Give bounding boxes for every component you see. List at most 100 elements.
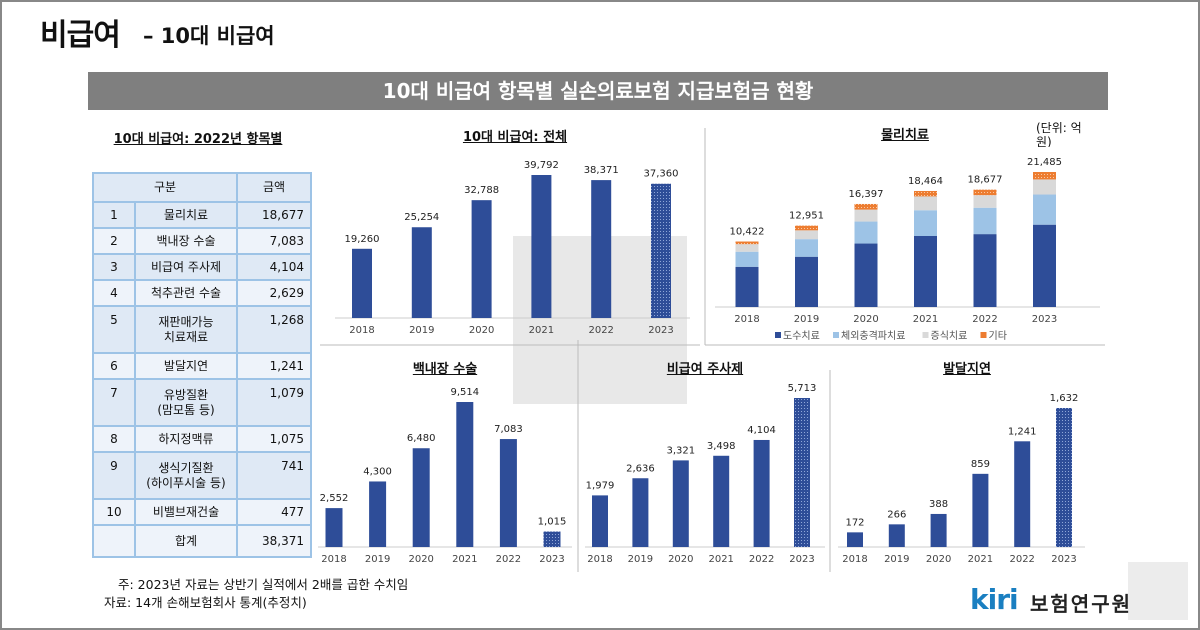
table-row: 1 물리치료 18,677 bbox=[92, 201, 312, 229]
kiri-logo: kiri bbox=[970, 583, 1019, 616]
total-label: 합계 bbox=[134, 524, 238, 558]
row-amount: 2,629 bbox=[236, 279, 312, 307]
year-tick: 2020 bbox=[853, 314, 878, 325]
bar-segment-도수치료 bbox=[1033, 224, 1056, 307]
banner-title: 10대 비급여 항목별 실손의료보험 지급보험금 현황 bbox=[88, 72, 1108, 110]
data-label: 39,792 bbox=[524, 160, 559, 171]
bar-segment-체외충격파치료 bbox=[1033, 194, 1056, 225]
row-name: 생식기질환 (하이푸시술 등) bbox=[134, 451, 238, 500]
data-label: 266 bbox=[887, 509, 906, 520]
year-tick: 2021 bbox=[708, 554, 733, 565]
year-tick: 2018 bbox=[349, 325, 374, 336]
year-tick: 2020 bbox=[469, 325, 494, 336]
row-amount: 1,241 bbox=[236, 352, 312, 380]
chart-title-injection: 비급여 주사제 bbox=[666, 362, 744, 377]
row-number: 8 bbox=[92, 425, 136, 453]
bar-segment-증식치료 bbox=[735, 244, 759, 252]
data-label: 10,422 bbox=[730, 227, 765, 238]
data-label: 18,464 bbox=[908, 176, 943, 187]
kiri-org-name: 보험연구원 bbox=[1030, 592, 1132, 616]
bar bbox=[713, 455, 730, 547]
legend-label: 증식치료 bbox=[931, 330, 968, 342]
bar bbox=[847, 532, 863, 547]
data-label: 1,632 bbox=[1050, 393, 1079, 404]
row-name: 백내장 수술 bbox=[134, 227, 238, 255]
row-number: 3 bbox=[92, 253, 136, 281]
row-name: 비밸브재건술 bbox=[134, 498, 238, 526]
bar-segment-증식치료 bbox=[854, 209, 878, 222]
year-tick: 2019 bbox=[628, 554, 653, 565]
row-amount: 1,268 bbox=[236, 305, 312, 354]
bar-segment-체외충격파치료 bbox=[914, 210, 937, 236]
row-name: 발달지연 bbox=[134, 352, 238, 380]
legend-swatch bbox=[922, 332, 929, 338]
data-label: 16,397 bbox=[849, 189, 884, 200]
bar bbox=[499, 439, 517, 547]
year-tick: 2023 bbox=[1051, 554, 1076, 565]
items-table: 구분 금액 1 물리치료 18,677 2 백내장 수술 7,083 3 비급여 주사제 4,1… bbox=[92, 172, 312, 558]
legend-swatch bbox=[980, 332, 987, 338]
data-label: 12,951 bbox=[789, 211, 824, 222]
table-row: 3 비급여 주사제 4,104 bbox=[92, 253, 312, 281]
row-amount: 1,075 bbox=[236, 425, 312, 453]
table-row: 10 비밸브재건술 477 bbox=[92, 498, 312, 526]
bar-segment-도수치료 bbox=[914, 235, 937, 307]
year-tick: 2023 bbox=[789, 554, 814, 565]
bar-segment-체외충격파치료 bbox=[795, 239, 818, 257]
data-label: 32,788 bbox=[464, 185, 499, 196]
data-label: 4,300 bbox=[363, 466, 392, 477]
year-tick: 2020 bbox=[926, 554, 951, 565]
year-tick: 2018 bbox=[842, 554, 867, 565]
legend-label: 기타 bbox=[989, 330, 1007, 342]
row-name: 물리치료 bbox=[134, 201, 238, 229]
bar bbox=[972, 473, 989, 547]
year-tick: 2020 bbox=[668, 554, 693, 565]
bar bbox=[543, 531, 561, 547]
bar bbox=[411, 227, 432, 318]
data-label: 1,979 bbox=[586, 480, 615, 491]
bar bbox=[794, 398, 810, 547]
table-row: 7 유방질환 (맘모톰 등) 1,079 bbox=[92, 378, 312, 427]
year-tick: 2023 bbox=[1032, 314, 1057, 325]
legend-swatch bbox=[833, 332, 839, 338]
year-tick: 2022 bbox=[972, 314, 997, 325]
bar bbox=[456, 402, 474, 547]
data-label: 4,104 bbox=[747, 425, 776, 436]
year-tick: 2023 bbox=[648, 325, 673, 336]
data-label: 2,636 bbox=[626, 463, 655, 474]
row-number: 1 bbox=[92, 201, 136, 229]
bar bbox=[325, 508, 343, 547]
year-tick: 2021 bbox=[529, 325, 554, 336]
year-tick: 2022 bbox=[496, 554, 521, 565]
row-number: 2 bbox=[92, 227, 136, 255]
year-tick: 2018 bbox=[734, 314, 759, 325]
year-tick: 2019 bbox=[794, 314, 819, 325]
table-row: 2 백내장 수술 7,083 bbox=[92, 227, 312, 255]
year-tick: 2019 bbox=[365, 554, 390, 565]
data-label: 859 bbox=[971, 459, 990, 470]
col-category: 구분 bbox=[92, 172, 238, 203]
bar bbox=[1014, 441, 1031, 547]
bar bbox=[592, 495, 608, 547]
bar bbox=[651, 183, 671, 318]
bar-segment-증식치료 bbox=[795, 230, 818, 240]
bar bbox=[1056, 408, 1072, 547]
row-number: 6 bbox=[92, 352, 136, 380]
data-label: 7,083 bbox=[494, 424, 523, 435]
year-tick: 2021 bbox=[968, 554, 993, 565]
table-row: 6 발달지연 1,241 bbox=[92, 352, 312, 380]
row-name: 하지정맥류 bbox=[134, 425, 238, 453]
bar-segment-증식치료 bbox=[973, 195, 997, 208]
bar-segment-기타 bbox=[973, 189, 997, 196]
data-label: 38,371 bbox=[584, 165, 619, 176]
chart-title-physio: 물리치료 bbox=[881, 128, 929, 143]
total-value: 38,371 bbox=[236, 524, 312, 558]
bar-segment-기타 bbox=[735, 241, 759, 245]
bar bbox=[471, 200, 492, 318]
chart-title-cataract: 백내장 수술 bbox=[412, 362, 478, 377]
footnote-source: 자료: 14개 손해보험회사 통계(추정치) bbox=[104, 595, 307, 610]
data-label: 19,260 bbox=[345, 234, 380, 245]
chart-title-development: 발달지연 bbox=[943, 362, 991, 377]
legend-label: 체외충격파치료 bbox=[841, 329, 905, 342]
